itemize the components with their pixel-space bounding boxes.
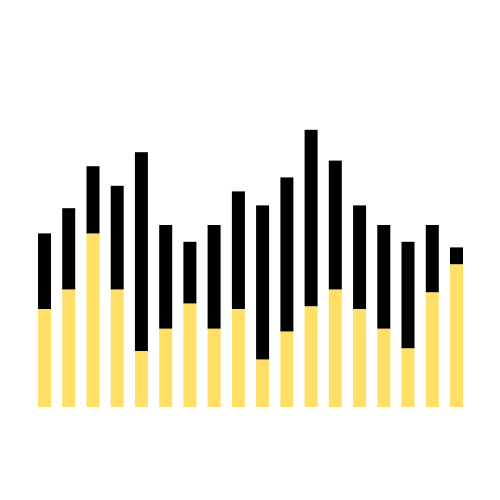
bar-segment-yellow-10 — [256, 359, 270, 407]
bar-segment-yellow-5 — [134, 351, 148, 407]
bar-segment-yellow-13 — [328, 289, 342, 407]
bar-segment-black-14 — [353, 205, 367, 309]
bar-segment-yellow-4 — [110, 289, 124, 407]
bar-segment-black-5 — [134, 152, 148, 351]
bar-segment-black-11 — [280, 177, 294, 332]
bar-segment-black-16 — [401, 241, 415, 349]
bar-segment-yellow-9 — [231, 309, 245, 407]
bar-segment-black-4 — [110, 185, 124, 290]
bar-segment-yellow-14 — [353, 309, 367, 407]
bar-segment-black-3 — [86, 166, 100, 234]
bar-segment-yellow-16 — [401, 348, 415, 407]
bar-segment-yellow-17 — [425, 292, 439, 407]
bar-segment-yellow-12 — [304, 306, 318, 407]
bar-segment-black-13 — [328, 160, 342, 290]
bar-segment-yellow-11 — [280, 331, 294, 407]
bar-segment-black-9 — [231, 191, 245, 309]
bar-segment-yellow-3 — [86, 233, 100, 407]
bar-segment-yellow-8 — [207, 328, 221, 407]
bar-segment-black-18 — [450, 247, 463, 265]
bar-segment-black-8 — [207, 225, 221, 329]
bar-segment-black-6 — [159, 225, 173, 329]
bar-segment-black-17 — [425, 225, 439, 293]
bar-segment-black-12 — [304, 129, 318, 307]
bar-segment-black-1 — [38, 233, 51, 309]
bar-segment-yellow-7 — [183, 303, 197, 407]
bar-segment-black-10 — [256, 205, 270, 360]
bar-segment-yellow-6 — [159, 328, 173, 407]
bar-segment-yellow-15 — [377, 328, 391, 407]
bar-segment-black-7 — [183, 241, 197, 304]
bar-segment-black-15 — [377, 225, 391, 329]
bar-segment-yellow-1 — [38, 309, 51, 407]
bar-segment-yellow-2 — [62, 289, 76, 407]
bar-segment-black-2 — [62, 208, 76, 290]
bar-segment-yellow-18 — [450, 264, 463, 407]
